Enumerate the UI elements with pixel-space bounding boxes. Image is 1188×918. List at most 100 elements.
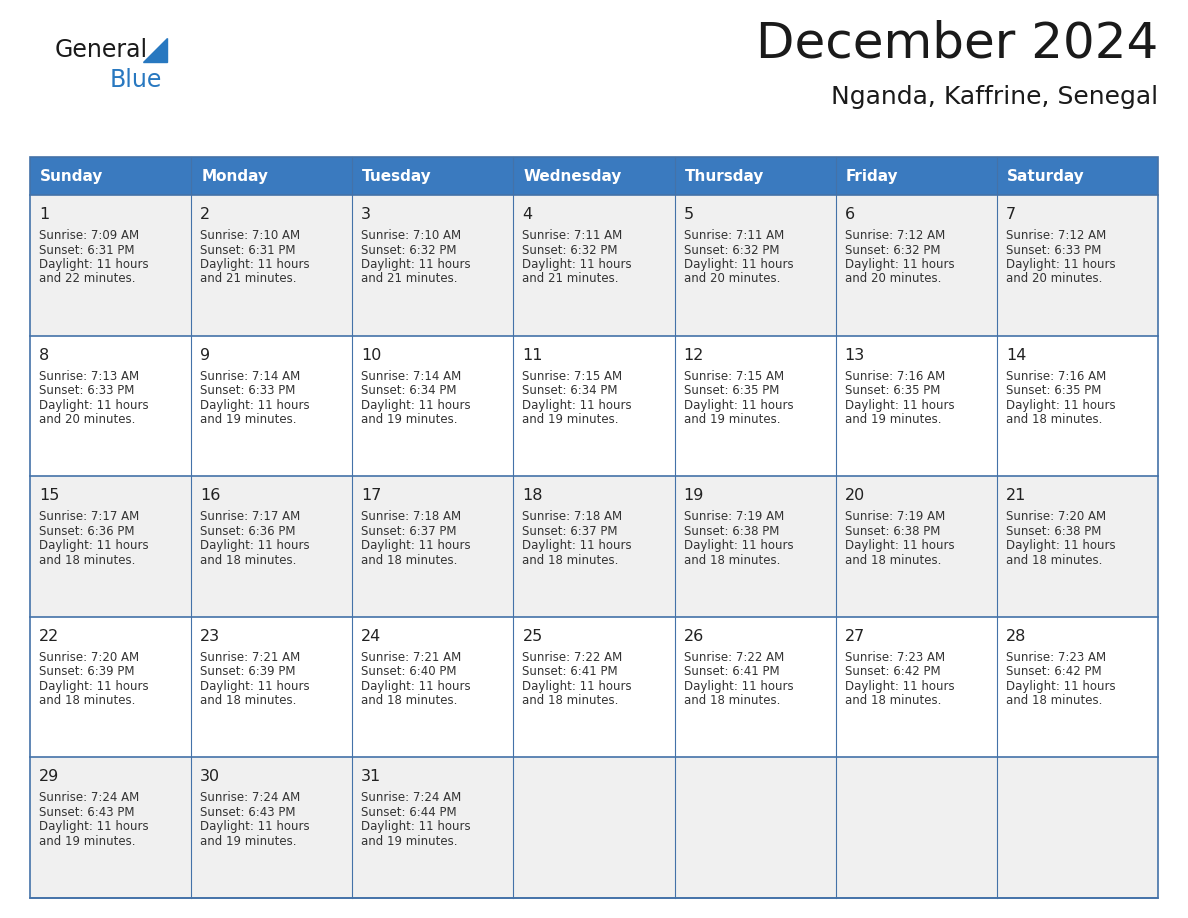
Text: Daylight: 11 hours: Daylight: 11 hours [1006, 539, 1116, 553]
Text: Daylight: 11 hours: Daylight: 11 hours [39, 821, 148, 834]
Text: Sunset: 6:39 PM: Sunset: 6:39 PM [39, 666, 134, 678]
Text: and 18 minutes.: and 18 minutes. [683, 554, 781, 566]
Text: Sunrise: 7:16 AM: Sunrise: 7:16 AM [1006, 370, 1106, 383]
Text: Daylight: 11 hours: Daylight: 11 hours [39, 680, 148, 693]
Bar [997, 195, 1158, 336]
Text: Sunset: 6:36 PM: Sunset: 6:36 PM [200, 525, 296, 538]
Text: Daylight: 11 hours: Daylight: 11 hours [361, 258, 470, 271]
Text: General: General [55, 38, 148, 62]
Text: 27: 27 [845, 629, 865, 644]
Text: Sunday: Sunday [40, 169, 103, 184]
Text: Daylight: 11 hours: Daylight: 11 hours [523, 680, 632, 693]
Text: Daylight: 11 hours: Daylight: 11 hours [361, 539, 470, 553]
Bar [675, 757, 835, 898]
Text: 14: 14 [1006, 348, 1026, 363]
Text: Sunrise: 7:21 AM: Sunrise: 7:21 AM [361, 651, 461, 664]
Bar [191, 617, 353, 757]
Text: Sunrise: 7:20 AM: Sunrise: 7:20 AM [1006, 510, 1106, 523]
Bar [835, 476, 997, 617]
Text: Sunset: 6:34 PM: Sunset: 6:34 PM [523, 384, 618, 397]
Text: Sunset: 6:41 PM: Sunset: 6:41 PM [523, 666, 618, 678]
Text: Sunset: 6:36 PM: Sunset: 6:36 PM [39, 525, 134, 538]
Text: 15: 15 [39, 488, 59, 503]
Bar [675, 617, 835, 757]
Text: Sunset: 6:38 PM: Sunset: 6:38 PM [683, 525, 779, 538]
Text: Sunrise: 7:24 AM: Sunrise: 7:24 AM [39, 791, 139, 804]
Text: Sunset: 6:32 PM: Sunset: 6:32 PM [683, 243, 779, 256]
Bar [675, 195, 835, 336]
Text: Daylight: 11 hours: Daylight: 11 hours [39, 398, 148, 411]
Text: and 21 minutes.: and 21 minutes. [361, 273, 457, 285]
Text: and 20 minutes.: and 20 minutes. [845, 273, 941, 285]
Text: and 18 minutes.: and 18 minutes. [39, 554, 135, 566]
Text: 30: 30 [200, 769, 220, 784]
Text: Sunrise: 7:24 AM: Sunrise: 7:24 AM [200, 791, 301, 804]
Text: Sunrise: 7:24 AM: Sunrise: 7:24 AM [361, 791, 461, 804]
Text: Sunrise: 7:12 AM: Sunrise: 7:12 AM [845, 229, 944, 242]
Text: Sunrise: 7:15 AM: Sunrise: 7:15 AM [683, 370, 784, 383]
Bar [353, 476, 513, 617]
Text: Sunrise: 7:16 AM: Sunrise: 7:16 AM [845, 370, 944, 383]
Text: Daylight: 11 hours: Daylight: 11 hours [200, 821, 310, 834]
Text: 26: 26 [683, 629, 703, 644]
Bar [835, 336, 997, 476]
Bar [997, 336, 1158, 476]
Bar [997, 157, 1158, 195]
Text: and 18 minutes.: and 18 minutes. [200, 554, 297, 566]
Text: and 19 minutes.: and 19 minutes. [845, 413, 941, 426]
Bar [191, 476, 353, 617]
Text: and 18 minutes.: and 18 minutes. [1006, 413, 1102, 426]
Text: Saturday: Saturday [1007, 169, 1085, 184]
Text: Tuesday: Tuesday [362, 169, 432, 184]
Bar [835, 157, 997, 195]
Text: and 21 minutes.: and 21 minutes. [523, 273, 619, 285]
Text: Sunrise: 7:09 AM: Sunrise: 7:09 AM [39, 229, 139, 242]
Text: 23: 23 [200, 629, 220, 644]
Text: 2: 2 [200, 207, 210, 222]
Text: and 18 minutes.: and 18 minutes. [361, 694, 457, 707]
Bar [997, 757, 1158, 898]
Bar [675, 476, 835, 617]
Text: Daylight: 11 hours: Daylight: 11 hours [361, 821, 470, 834]
Bar [30, 617, 191, 757]
Text: and 20 minutes.: and 20 minutes. [39, 413, 135, 426]
Text: and 19 minutes.: and 19 minutes. [361, 834, 457, 848]
Text: and 21 minutes.: and 21 minutes. [200, 273, 297, 285]
Text: Sunset: 6:37 PM: Sunset: 6:37 PM [361, 525, 456, 538]
Bar [30, 157, 1158, 898]
Text: Daylight: 11 hours: Daylight: 11 hours [845, 680, 954, 693]
Bar [30, 336, 191, 476]
Text: 13: 13 [845, 348, 865, 363]
Text: 28: 28 [1006, 629, 1026, 644]
Text: Sunrise: 7:10 AM: Sunrise: 7:10 AM [361, 229, 461, 242]
Text: 9: 9 [200, 348, 210, 363]
Text: Sunrise: 7:14 AM: Sunrise: 7:14 AM [361, 370, 461, 383]
Text: and 18 minutes.: and 18 minutes. [523, 554, 619, 566]
Bar [191, 336, 353, 476]
Bar [30, 195, 191, 336]
Text: Sunset: 6:35 PM: Sunset: 6:35 PM [683, 384, 779, 397]
Text: Daylight: 11 hours: Daylight: 11 hours [200, 398, 310, 411]
Text: Daylight: 11 hours: Daylight: 11 hours [1006, 398, 1116, 411]
Text: Daylight: 11 hours: Daylight: 11 hours [683, 680, 794, 693]
Text: Sunrise: 7:17 AM: Sunrise: 7:17 AM [200, 510, 301, 523]
Text: and 19 minutes.: and 19 minutes. [39, 834, 135, 848]
Text: Daylight: 11 hours: Daylight: 11 hours [361, 680, 470, 693]
Text: Sunset: 6:43 PM: Sunset: 6:43 PM [200, 806, 296, 819]
Text: 3: 3 [361, 207, 372, 222]
Text: 20: 20 [845, 488, 865, 503]
Bar [513, 195, 675, 336]
Text: Sunrise: 7:10 AM: Sunrise: 7:10 AM [200, 229, 301, 242]
Text: Sunset: 6:31 PM: Sunset: 6:31 PM [200, 243, 296, 256]
Text: Monday: Monday [201, 169, 268, 184]
Text: Sunrise: 7:18 AM: Sunrise: 7:18 AM [361, 510, 461, 523]
Text: and 18 minutes.: and 18 minutes. [1006, 694, 1102, 707]
Text: Blue: Blue [110, 68, 163, 92]
Bar [513, 157, 675, 195]
Bar [353, 195, 513, 336]
Text: Sunrise: 7:23 AM: Sunrise: 7:23 AM [845, 651, 944, 664]
Text: and 19 minutes.: and 19 minutes. [361, 413, 457, 426]
Bar [30, 476, 191, 617]
Text: 25: 25 [523, 629, 543, 644]
Text: Daylight: 11 hours: Daylight: 11 hours [200, 539, 310, 553]
